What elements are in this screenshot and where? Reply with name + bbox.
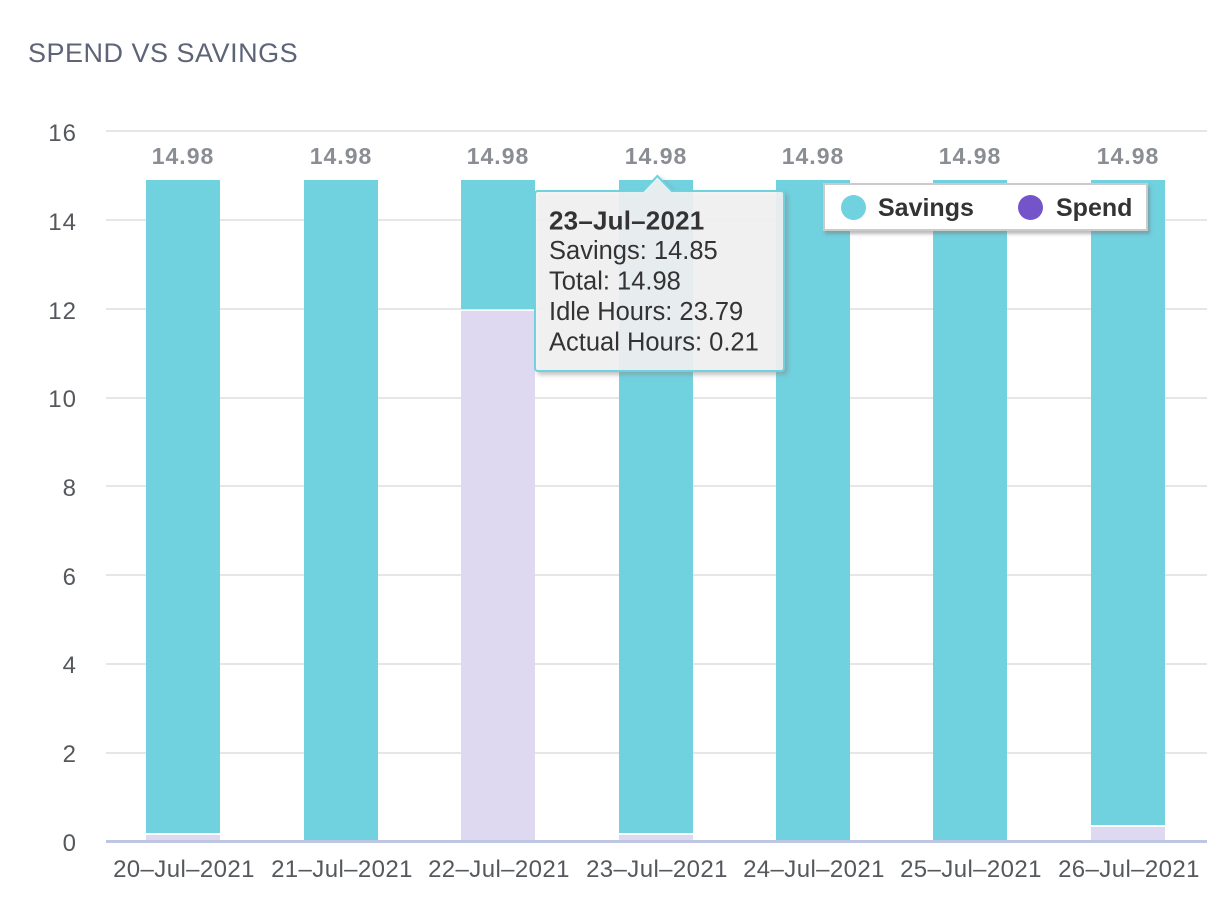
- svg-text:Savings: 14.85: Savings: 14.85: [549, 237, 718, 265]
- svg-text:23–Jul–2021: 23–Jul–2021: [549, 206, 704, 236]
- svg-text:Total: 14.98: Total: 14.98: [549, 268, 681, 296]
- svg-text:Idle Hours: 23.79: Idle Hours: 23.79: [549, 298, 743, 326]
- svg-text:Actual Hours: 0.21: Actual Hours: 0.21: [549, 329, 759, 357]
